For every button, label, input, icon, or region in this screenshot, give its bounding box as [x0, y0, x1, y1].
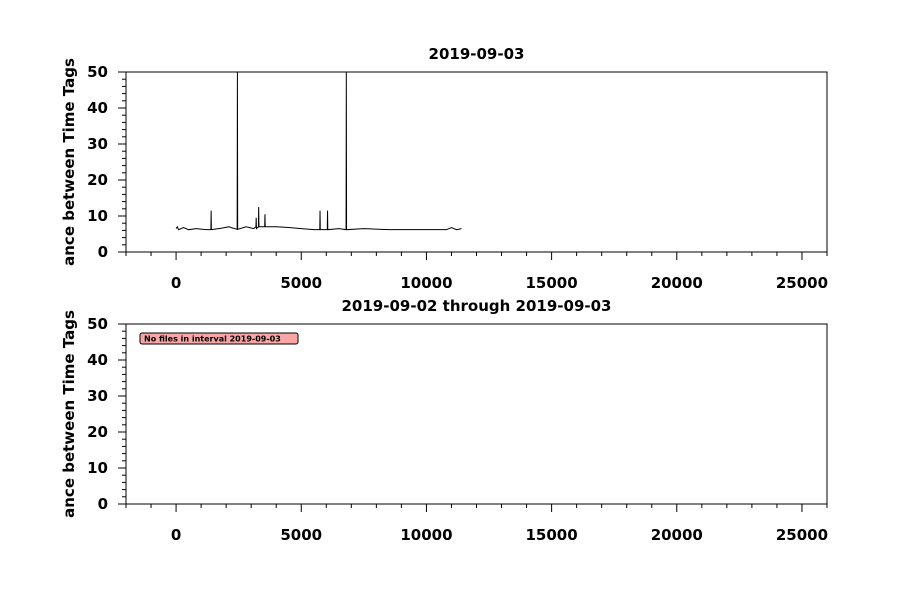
- y-tick-label: 50: [87, 63, 108, 81]
- y-tick-label: 40: [87, 351, 108, 369]
- y-axis-label: ance between Time Tags: [60, 58, 78, 266]
- annotation-box: [139, 332, 299, 345]
- annotation: No files in interval 2019-09-03: [144, 335, 281, 344]
- x-tick-label: 20000: [651, 526, 703, 544]
- x-tick-label: 0: [171, 274, 181, 292]
- y-tick-label: 40: [87, 99, 108, 117]
- y-tick-label: 20: [87, 423, 108, 441]
- x-tick-label: 20000: [651, 274, 703, 292]
- plot-frame: [125, 71, 828, 253]
- x-tick-label: 10000: [400, 274, 452, 292]
- x-tick-label: 0: [171, 526, 181, 544]
- y-tick-label: 10: [87, 207, 108, 225]
- data-line: [175, 71, 462, 231]
- x-tick-label: 25000: [776, 526, 828, 544]
- x-tick-label: 5000: [280, 526, 322, 544]
- chart-title: 2019-09-03: [429, 45, 525, 63]
- x-tick-label: 25000: [776, 274, 828, 292]
- y-tick-label: 50: [87, 315, 108, 333]
- y-tick-label: 0: [98, 495, 108, 513]
- y-tick-label: 30: [87, 387, 108, 405]
- y-tick-label: 10: [87, 459, 108, 477]
- chart-title: 2019-09-02 through 2019-09-03: [342, 297, 612, 315]
- plot-frame: [125, 323, 828, 505]
- x-tick-label: 5000: [280, 274, 322, 292]
- x-tick-label: 15000: [526, 526, 578, 544]
- x-tick-label: 10000: [400, 526, 452, 544]
- y-tick-label: 20: [87, 171, 108, 189]
- y-axis-label: ance between Time Tags: [60, 310, 78, 518]
- y-tick-label: 30: [87, 135, 108, 153]
- y-tick-label: 0: [98, 243, 108, 261]
- x-tick-label: 15000: [526, 274, 578, 292]
